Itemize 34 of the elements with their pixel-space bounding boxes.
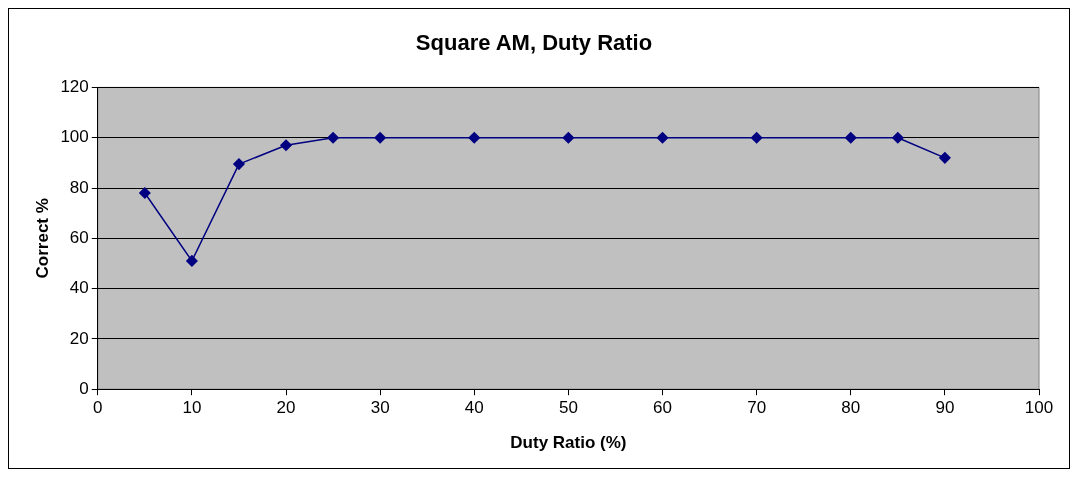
point	[750, 131, 763, 144]
x-tick-label: 70	[747, 398, 767, 418]
x-tick-label: 30	[370, 398, 390, 418]
x-tick-label: 40	[464, 398, 484, 418]
point	[374, 131, 386, 144]
point	[656, 131, 669, 144]
x-tick-label: 20	[276, 398, 296, 418]
point	[468, 131, 481, 144]
point	[939, 152, 951, 164]
point	[233, 158, 245, 170]
x-tick-label: 10	[182, 398, 202, 418]
point	[280, 139, 292, 151]
y-tick-label: 80	[69, 177, 89, 197]
chart-title: Square AM, Duty Ratio	[415, 30, 653, 56]
x-axis-title: Duty Ratio (%)	[510, 433, 627, 453]
x-tick-label: 50	[558, 398, 578, 418]
y-axis-title: Correct %	[32, 198, 52, 279]
x-tick-label: 0	[93, 398, 103, 418]
x-tick-label: 80	[841, 398, 861, 418]
y-tick-label: 60	[69, 227, 89, 247]
x-tick-label: 100	[1024, 398, 1054, 418]
y-tick-label: 0	[79, 378, 89, 398]
point	[139, 187, 151, 199]
x-tick-label: 90	[935, 398, 955, 418]
point	[845, 131, 857, 144]
y-tick-label: 120	[60, 77, 89, 97]
x-tick-label: 60	[653, 398, 672, 418]
point	[562, 131, 575, 144]
point	[186, 255, 198, 267]
point	[327, 131, 339, 144]
y-tick-label: 40	[69, 278, 89, 298]
y-tick-label: 100	[60, 127, 89, 147]
y-tick-label: 20	[69, 328, 89, 348]
point	[892, 131, 904, 144]
